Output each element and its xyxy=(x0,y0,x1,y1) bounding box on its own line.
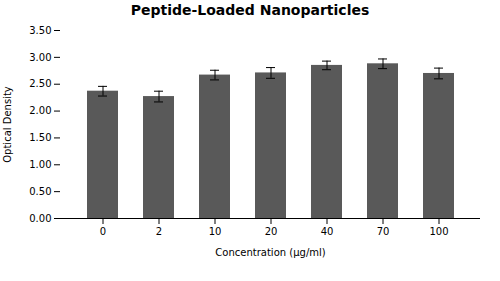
svg-text:40: 40 xyxy=(321,226,334,237)
svg-text:70: 70 xyxy=(377,226,390,237)
svg-text:1.00: 1.00 xyxy=(29,159,51,170)
svg-text:2.00: 2.00 xyxy=(29,105,51,116)
svg-text:100: 100 xyxy=(429,226,448,237)
svg-text:Concentration (μg/ml): Concentration (μg/ml) xyxy=(215,247,325,258)
svg-text:2.50: 2.50 xyxy=(29,78,51,89)
svg-text:0: 0 xyxy=(100,226,106,237)
svg-text:20: 20 xyxy=(265,226,278,237)
svg-text:1.50: 1.50 xyxy=(29,132,51,143)
svg-text:10: 10 xyxy=(209,226,222,237)
html-text:Peptide-Loaded Nanoparticles: Peptide-Loaded Nanoparticles xyxy=(130,2,370,18)
svg-text:2: 2 xyxy=(156,226,162,237)
svg-text:3.50: 3.50 xyxy=(29,25,51,36)
svg-text:3.00: 3.00 xyxy=(29,52,51,63)
svg-text:0.50: 0.50 xyxy=(29,186,51,197)
svg-text:0.00: 0.00 xyxy=(29,213,51,224)
svg-text:Optical Density: Optical Density xyxy=(2,86,13,163)
